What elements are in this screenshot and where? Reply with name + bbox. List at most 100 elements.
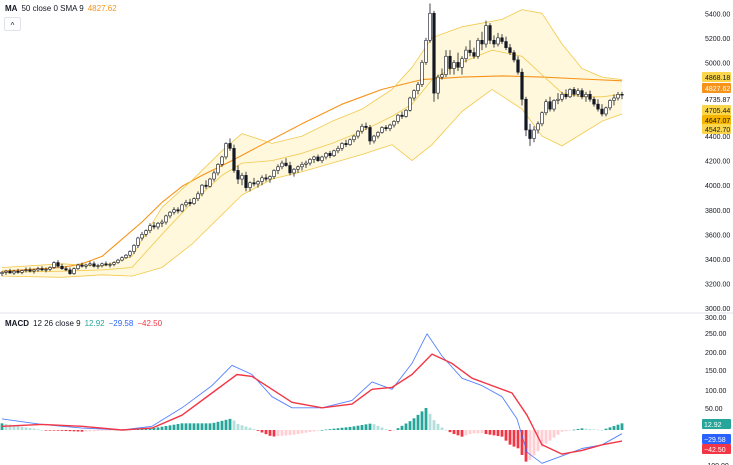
- price-legend[interactable]: MA 50 close 0 SMA 9 4827.62: [5, 4, 117, 13]
- candle-body: [448, 55, 452, 69]
- macd-histogram-bar: [300, 430, 304, 434]
- price-badge: [702, 124, 731, 134]
- candle-body: [108, 264, 112, 266]
- candle-body: [316, 156, 320, 161]
- macd-histogram-bar: [556, 430, 560, 435]
- price-badge: [702, 83, 731, 93]
- macd-histogram-bar: [432, 420, 436, 430]
- candle-body: [372, 135, 376, 142]
- candle-body: [572, 89, 576, 95]
- macd-histogram-bar: [468, 430, 472, 434]
- macd-panel: [0, 333, 624, 464]
- candle-body: [356, 130, 360, 137]
- macd-histogram-bar: [444, 429, 448, 431]
- macd-histogram-bar: [548, 430, 552, 441]
- macd-histogram-bar: [392, 430, 396, 431]
- macd-legend-macd: 12.92: [84, 319, 105, 328]
- macd-histogram-bar: [112, 430, 116, 431]
- candle-body: [64, 268, 68, 271]
- candle-body: [196, 193, 200, 200]
- macd-histogram-bar: [552, 430, 556, 438]
- macd-histogram-bar: [296, 430, 300, 434]
- candle-body: [60, 265, 64, 270]
- candle-body: [504, 41, 508, 48]
- candle-body: [596, 103, 600, 110]
- macd-histogram-bar: [84, 430, 88, 432]
- candle-body: [564, 94, 568, 98]
- candle-body: [104, 263, 108, 266]
- price-tick-label: 5400.00: [705, 11, 730, 18]
- collapse-legend-button[interactable]: ^: [4, 17, 21, 31]
- candle-body: [548, 101, 552, 110]
- candle-body: [612, 97, 616, 101]
- candle-body: [440, 74, 444, 78]
- candle-body: [84, 264, 88, 267]
- macd-tick-label: 150.00: [705, 368, 727, 375]
- macd-histogram-bar: [228, 418, 232, 430]
- price-tick-label: 5200.00: [705, 36, 730, 43]
- candle-body: [384, 127, 388, 130]
- candle-body: [560, 94, 564, 100]
- candle-body: [112, 262, 116, 265]
- candle-body: [120, 257, 124, 261]
- candle-body: [208, 178, 212, 187]
- macd-histogram-bar: [544, 430, 548, 444]
- macd-histogram-bar: [60, 430, 64, 431]
- candle-body: [480, 39, 484, 45]
- macd-histogram-bar: [356, 425, 360, 430]
- macd-histogram-bar: [272, 430, 276, 437]
- macd-legend[interactable]: MACD 12 26 close 9 12.92 −29.58 −42.50: [5, 319, 162, 328]
- macd-histogram-bar: [308, 430, 312, 432]
- candle-body: [128, 251, 132, 256]
- candle-body: [388, 124, 392, 130]
- macd-histogram-bar: [76, 430, 80, 432]
- candle-body: [136, 237, 140, 246]
- macd-tick-label: 300.00: [705, 315, 727, 322]
- candle-body: [368, 127, 372, 142]
- macd-tick-label: -100.00: [705, 463, 729, 465]
- macd-histogram-bar: [72, 430, 76, 432]
- candle-body: [460, 58, 464, 68]
- candle-body: [16, 270, 20, 273]
- candle-body: [488, 25, 492, 41]
- macd-histogram-bar: [400, 425, 404, 430]
- price-legend-params: 50 close 0 SMA 9: [21, 4, 84, 13]
- macd-histogram-bar: [436, 423, 440, 430]
- candle-body: [96, 265, 100, 267]
- macd-histogram-bar: [588, 429, 592, 430]
- macd-tick-label: 250.00: [705, 331, 727, 338]
- candle-body: [468, 49, 472, 53]
- macd-histogram-bar: [564, 430, 568, 431]
- candle-body: [100, 263, 104, 266]
- macd-histogram-bar: [284, 430, 288, 436]
- candle-body: [12, 270, 16, 274]
- macd-histogram-bar: [216, 421, 220, 430]
- candle-body: [68, 269, 72, 274]
- candle-body: [52, 262, 56, 268]
- candle-body: [284, 162, 288, 166]
- candle-body: [172, 209, 176, 213]
- macd-histogram-bar: [192, 423, 196, 430]
- price-tick-label: 3400.00: [705, 257, 730, 264]
- price-badge: [702, 72, 731, 82]
- macd-histogram-bar: [148, 428, 152, 430]
- macd-histogram-bar: [56, 430, 60, 431]
- macd-histogram-bar: [188, 423, 192, 430]
- candle-body: [288, 165, 292, 174]
- candle-body: [144, 230, 148, 235]
- candle-body: [152, 225, 156, 228]
- candle-body: [244, 175, 248, 188]
- candle-body: [160, 221, 164, 224]
- macd-histogram-bar: [288, 430, 292, 436]
- macd-histogram-bar: [92, 430, 96, 432]
- macd-histogram-bar: [380, 427, 384, 430]
- macd-histogram-bar: [428, 413, 432, 430]
- candle-body: [536, 123, 540, 131]
- candle-body: [340, 143, 344, 149]
- candle-body: [192, 198, 196, 204]
- candle-body: [56, 262, 60, 267]
- macd-histogram-bar: [8, 424, 12, 430]
- macd-histogram-bar: [40, 430, 44, 431]
- price-legend-name: MA: [5, 4, 18, 13]
- price-badge-label: 4827.62: [705, 86, 730, 93]
